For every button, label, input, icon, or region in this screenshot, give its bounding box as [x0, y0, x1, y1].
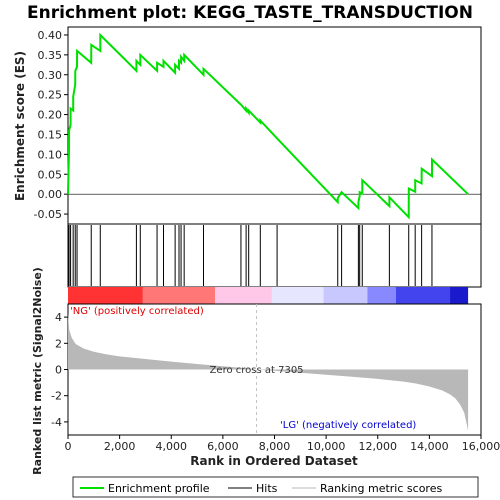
es-y-tick-label: 0.40: [38, 29, 63, 42]
legend: Enrichment profile Hits Ranking metric s…: [72, 476, 479, 498]
positive-correlation-label: 'NG' (positively correlated): [70, 306, 204, 317]
color-bar-segment: [68, 287, 143, 304]
hits-panel: [67, 223, 482, 288]
zero-cross-label: Zero cross at 7305: [210, 365, 304, 376]
metric-y-tick-label: -4: [51, 416, 62, 429]
x-tick-label: 10,000: [307, 440, 346, 453]
metric-y-axis-label: Ranked list metric (Signal2Noise): [31, 267, 44, 475]
metric-panel: -4 -2 0 2 4 0 2,000 4,000 6,000 8,000 10,000 12,00…: [51, 303, 500, 453]
es-y-tick-label: 0.15: [38, 128, 63, 141]
x-tick-label: 14,000: [410, 440, 449, 453]
color-bar-segment: [215, 287, 272, 304]
x-tick-label: 8,000: [259, 440, 291, 453]
x-tick-label: 0: [65, 440, 72, 453]
metric-y-tick-label: -2: [51, 390, 62, 403]
metric-y-tick-label: 0: [55, 364, 62, 377]
color-bar-segment: [367, 287, 396, 304]
x-tick-label: 6,000: [207, 440, 239, 453]
color-bar-segment: [142, 287, 216, 304]
x-tick-label: 16,000: [462, 440, 500, 453]
rank-color-bar: [68, 287, 469, 304]
es-y-tick-label: 0.35: [38, 49, 63, 62]
legend-enrichment-label: Enrichment profile: [108, 482, 210, 495]
color-bar-segment: [323, 287, 368, 304]
es-y-tick-label: 0.05: [38, 168, 63, 181]
color-bar-segment: [450, 287, 469, 304]
es-y-axis-label: Enrichment score (ES): [13, 51, 27, 201]
negative-correlation-label: 'LG' (negatively correlated): [280, 420, 416, 431]
metric-y-tick-label: 2: [55, 337, 62, 350]
x-tick-label: 12,000: [359, 440, 398, 453]
es-y-tick-label: 0.25: [38, 89, 63, 102]
x-tick-label: 4,000: [156, 440, 188, 453]
legend-hits-label: Hits: [256, 482, 278, 495]
es-y-tick-label: -0.05: [34, 208, 62, 221]
metric-y-tick-label: 4: [55, 311, 62, 324]
es-y-tick-label: 0.10: [38, 148, 63, 161]
ranking-metric-area: [68, 313, 469, 432]
x-axis-label: Rank in Ordered Dataset: [190, 454, 358, 468]
legend-frame: [72, 476, 479, 498]
es-y-tick-label: 0.30: [38, 69, 63, 82]
color-bar-segment: [271, 287, 324, 304]
es-panel: -0.05 0.00 0.05 0.10 0.15 0.20 0.25 0.30 0.35 0.4…: [34, 26, 482, 225]
es-y-tick-label: 0.20: [38, 109, 63, 122]
hits-panel-frame: [67, 223, 482, 288]
enrichment-profile-line: [67, 32, 469, 220]
x-tick-label: 2,000: [104, 440, 136, 453]
legend-metric-label: Ranking metric scores: [320, 482, 442, 495]
color-bar-segment: [395, 287, 451, 304]
chart-title: Enrichment plot: KEGG_TASTE_TRANSDUCTION: [27, 3, 473, 23]
es-y-tick-label: 0.00: [38, 188, 63, 201]
